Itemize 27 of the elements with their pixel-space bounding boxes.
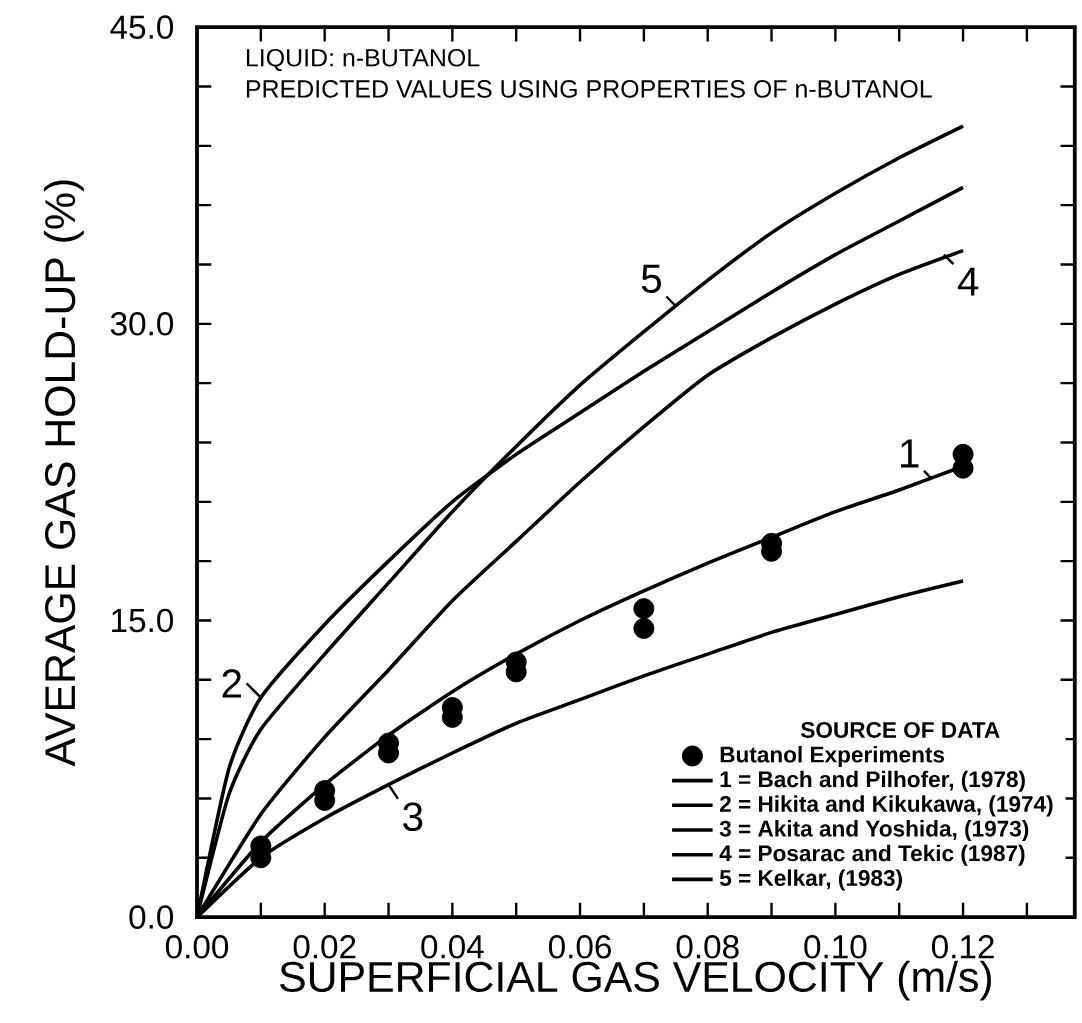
legend-label: 2 = Hikita and Kikukawa, (1974) xyxy=(719,795,1053,817)
x-axis-title: SUPERFICIAL GAS VELOCITY (m/s) xyxy=(280,960,991,1001)
legend-label: 4 = Posarac and Tekic (1987) xyxy=(719,844,1025,866)
x-tick-label: 0.00 xyxy=(165,934,229,959)
y-tick-label: 15.0 xyxy=(112,608,174,633)
y-axis-title: AVERAGE GAS HOLD-UP (%) xyxy=(43,180,84,767)
x-tick-label: 0.02 xyxy=(293,934,356,959)
x-tick-label: 0.12 xyxy=(931,934,994,959)
x-tick-label: 0.06 xyxy=(548,934,611,959)
y-tick-label: 45.0 xyxy=(110,15,174,39)
x-tick-label: 0.04 xyxy=(421,934,484,959)
y-tick-label: 30.0 xyxy=(110,311,174,336)
legend-title: SOURCE OF DATA xyxy=(800,721,1000,738)
annotation: 1 xyxy=(901,439,919,468)
annotation: 4 xyxy=(957,267,979,296)
legend-label: 1 = Bach and Pilhofer, (1978) xyxy=(720,770,1025,792)
x-tick-label: 0.08 xyxy=(676,934,739,959)
y-tick-label: 0.0 xyxy=(129,905,174,929)
annotation: 3 xyxy=(403,802,423,831)
x-tick-label: 0.10 xyxy=(804,934,867,959)
annotation: LIQUID: n-BUTANOL xyxy=(246,48,480,71)
legend-label: 3 = Akita and Yoshida, (1973) xyxy=(719,819,1029,842)
legend-label: 5 = Kelkar, (1983) xyxy=(719,869,902,891)
annotation: 2 xyxy=(222,669,241,698)
annotation: 5 xyxy=(641,264,662,293)
legend-label: Butanol Experiments xyxy=(720,745,945,767)
annotation: PREDICTED VALUES USING PROPERTIES OF n-BUTANOL xyxy=(246,80,932,98)
